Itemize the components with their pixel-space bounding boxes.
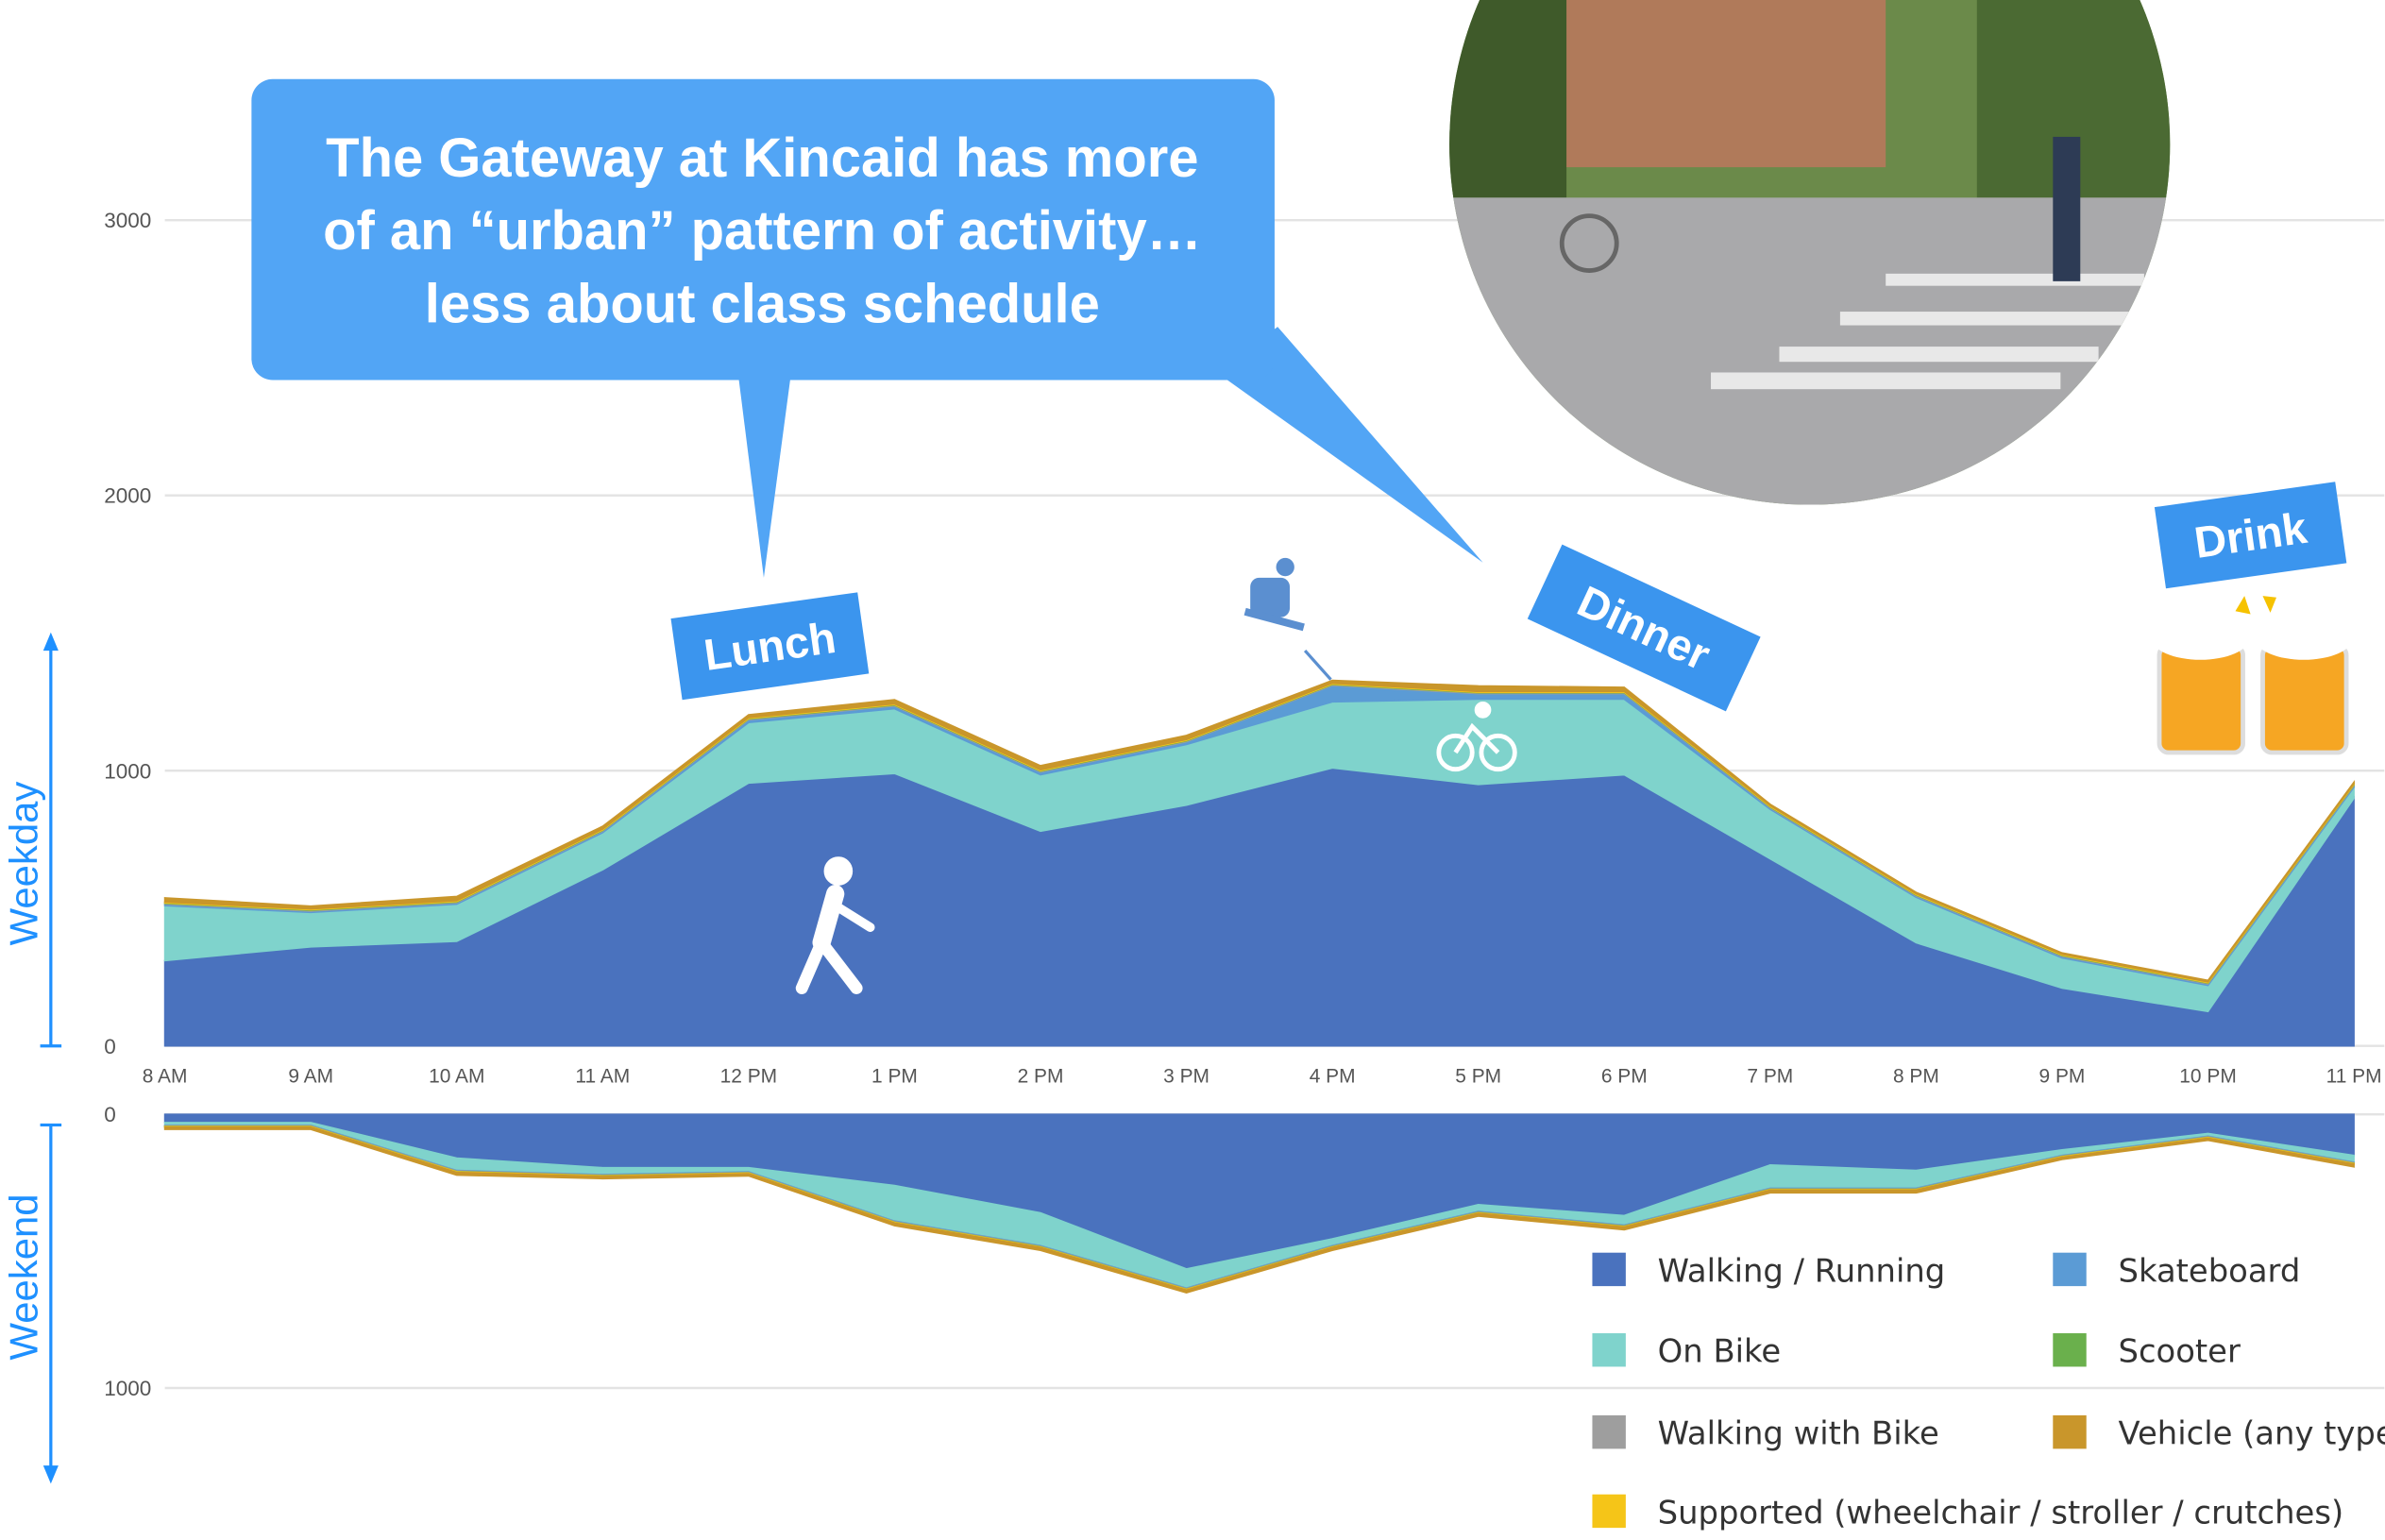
callout-line: less about class schedule xyxy=(425,274,1100,334)
area xyxy=(165,1114,2354,1269)
x-tick-label: 5 PM xyxy=(1455,1065,1501,1087)
legend-swatch xyxy=(1592,1253,1625,1286)
photo xyxy=(1429,0,2190,533)
x-tick-label: 2 PM xyxy=(1018,1065,1064,1087)
legend-swatch xyxy=(1592,1415,1625,1448)
y-tick-label: 1000 xyxy=(104,759,151,783)
legend: Walking / Running On Bike Skateboard Walkin… xyxy=(1592,1252,2385,1531)
legend-label: Scooter xyxy=(2119,1333,2241,1370)
y-tick-label: 3000 xyxy=(104,209,151,232)
legend-swatch xyxy=(2053,1333,2086,1366)
lunch-tag: Lunch xyxy=(670,592,869,700)
legend-label: Vehicle (any type) xyxy=(2119,1415,2385,1452)
skater-icon xyxy=(1244,558,1331,680)
x-tick-label: 12 PM xyxy=(720,1065,777,1087)
legend-label: Walking / Running xyxy=(1658,1252,1946,1289)
callout-line: The Gateway at Kincaid has more xyxy=(326,128,1198,189)
legend-swatch xyxy=(2053,1253,2086,1286)
legend-label: Skateboard xyxy=(2119,1252,2301,1289)
x-tick-label: 6 PM xyxy=(1601,1065,1648,1087)
x-tick-label: 11 PM xyxy=(2326,1065,2382,1087)
chart: 0 1000 2000 3000 8 AM 9 AM 10 AM 11 AM 12 PM 1 PM… xyxy=(0,0,2385,1540)
legend-label: Walking with Bike xyxy=(1658,1415,1939,1452)
x-tick-label: 8 AM xyxy=(143,1065,188,1087)
legend-label: Supported (wheelchair / stroller / crutc… xyxy=(1658,1494,2343,1531)
x-tick-label: 10 PM xyxy=(2179,1065,2236,1087)
x-tick-label: 1 PM xyxy=(871,1065,918,1087)
beer-icon xyxy=(2152,596,2353,753)
areas xyxy=(165,681,2354,1294)
callout-line: of an “urban” pattern of activity… xyxy=(323,201,1202,262)
x-tick-label: 9 PM xyxy=(2039,1065,2086,1087)
x-tick-label: 3 PM xyxy=(1163,1065,1209,1087)
side-label: Weekend xyxy=(1,1193,45,1360)
legend-label: On Bike xyxy=(1658,1333,1782,1370)
legend-swatch xyxy=(1592,1495,1625,1528)
x-tick-label: 8 PM xyxy=(1893,1065,1939,1087)
x-tick-label: 4 PM xyxy=(1310,1065,1356,1087)
y-tick-label: 0 xyxy=(104,1103,116,1126)
page: {"chart_data":[ {"type":"stacked-area","… xyxy=(0,0,2385,1540)
x-tick-label: 10 AM xyxy=(429,1065,484,1087)
x-tick-label: 7 PM xyxy=(1747,1065,1793,1087)
y-tick-label: 1000 xyxy=(104,1377,151,1400)
legend-swatch xyxy=(1592,1333,1625,1366)
x-tick-label: 9 AM xyxy=(288,1065,333,1087)
side-labels: Weekday Weekend xyxy=(1,633,61,1484)
drink-tag: Drink xyxy=(2155,482,2346,588)
x-tick-label: 11 AM xyxy=(575,1065,630,1087)
legend-swatch xyxy=(2053,1415,2086,1448)
y-tick-label: 0 xyxy=(104,1035,116,1058)
side-label: Weekday xyxy=(1,782,45,946)
y-tick-label: 2000 xyxy=(104,484,151,508)
callout: The Gateway at Kincaid has more of an “u… xyxy=(251,79,1482,578)
